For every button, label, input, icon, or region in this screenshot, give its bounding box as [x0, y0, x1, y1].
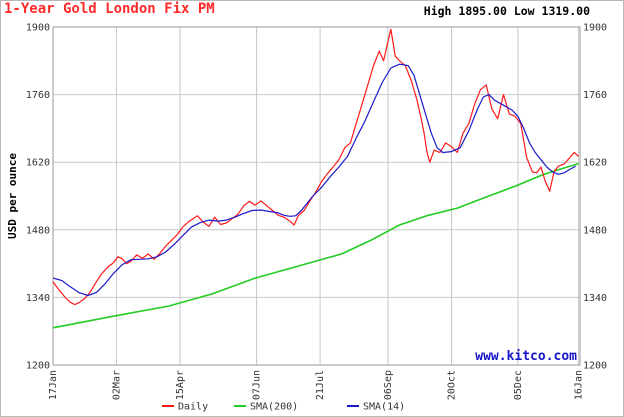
low-label: Low [513, 4, 535, 18]
legend-label-sma-14: SMA(14) [363, 402, 405, 413]
x-tick-label: 16Jan [574, 370, 585, 400]
high-low-readout: High 1895.00 Low 1319.00 [424, 4, 590, 18]
x-tick-label: 21Jul [315, 370, 326, 400]
high-value: 1895.00 [458, 4, 507, 18]
chart-title: 1-Year Gold London Fix PM [4, 1, 215, 17]
series-line-sma-14 [52, 63, 576, 297]
legend-label-sma-200: SMA(200) [250, 402, 298, 413]
y-tick-label-right: 1480 [583, 225, 607, 236]
y-tick-label-left: 1900 [26, 23, 50, 34]
x-tick-label: 17Jan [48, 370, 59, 400]
y-tick-label-right: 1340 [583, 293, 607, 304]
y-tick-label-left: 1620 [26, 158, 50, 169]
y-tick-label-right: 1900 [583, 23, 607, 34]
x-tick-label: 06Sep [383, 370, 394, 400]
series-line-daily [52, 28, 579, 306]
y-tick-label-left: 1200 [26, 361, 50, 372]
y-tick-label-left: 1340 [26, 293, 50, 304]
series-line-sma-200 [52, 162, 579, 329]
y-tick-label-right: 1620 [583, 158, 607, 169]
y-tick-label-left: 1480 [26, 225, 50, 236]
low-value: 1319.00 [541, 4, 590, 18]
x-tick-label: 02Mar [112, 370, 123, 400]
plot-area [52, 26, 581, 366]
legend-label-daily: Daily [178, 402, 208, 413]
x-tick-label: 07Jun [252, 370, 263, 400]
y-axis-label: USD per ounce [6, 153, 19, 239]
kitco-watermark: www.kitco.com [475, 349, 577, 364]
x-tick-label: 15Apr [175, 370, 186, 400]
x-tick-label: 05Dec [513, 370, 524, 400]
high-label: High [423, 4, 452, 18]
y-tick-label-right: 1760 [583, 90, 607, 101]
y-tick-label-left: 1760 [26, 90, 50, 101]
x-tick-label: 20Oct [446, 370, 457, 400]
y-tick-label-right: 1200 [583, 361, 607, 372]
